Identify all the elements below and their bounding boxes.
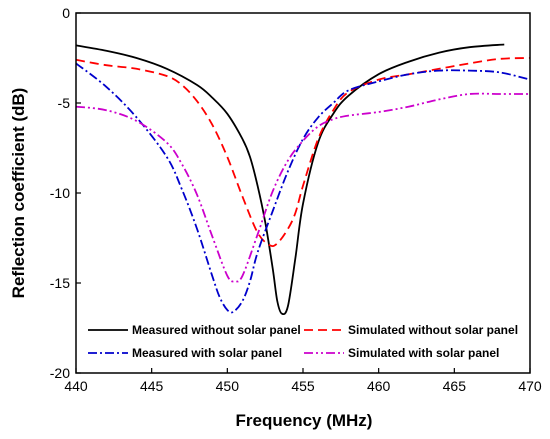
y-tick-label: -20 — [50, 365, 70, 381]
series-line-measured-without-solar-panel — [75, 43, 505, 316]
x-axis-title: Frequency (MHz) — [236, 411, 373, 430]
y-tick-label: -10 — [50, 185, 70, 201]
x-tick-label: 470 — [518, 378, 542, 394]
legend-label-simulated-with-solar-panel: Simulated with solar panel — [348, 346, 499, 360]
legend-label-measured-with-solar-panel: Measured with solar panel — [132, 346, 282, 360]
x-tick-label: 460 — [367, 378, 391, 394]
axes-layer — [75, 12, 531, 374]
y-tick-label: 0 — [62, 5, 70, 21]
plot-frame — [75, 12, 531, 374]
legend: Measured without solar panel Simulated wi… — [88, 323, 518, 360]
legend-label-measured-without-solar-panel: Measured without solar panel — [132, 323, 301, 337]
series-line-measured-with-solar-panel — [75, 62, 531, 314]
x-tick-label: 445 — [140, 378, 164, 394]
x-tick-label: 450 — [216, 378, 240, 394]
y-axis-title: Reflection coefficient (dB) — [9, 88, 28, 299]
x-tick-label: 465 — [443, 378, 467, 394]
x-tick-label: 455 — [291, 378, 315, 394]
y-tick-label: -5 — [58, 95, 71, 111]
series-line-simulated-without-solar-panel — [75, 57, 531, 248]
legend-label-simulated-without-solar-panel: Simulated without solar panel — [348, 323, 518, 337]
x-tick-label: 440 — [64, 378, 88, 394]
ticks-layer: 440 445 450 455 460 465 470 0 -5 -10 -15 -20 — [50, 5, 542, 394]
series-line-simulated-with-solar-panel — [75, 92, 530, 283]
series-layer — [75, 43, 531, 316]
y-tick-label: -15 — [50, 275, 70, 291]
